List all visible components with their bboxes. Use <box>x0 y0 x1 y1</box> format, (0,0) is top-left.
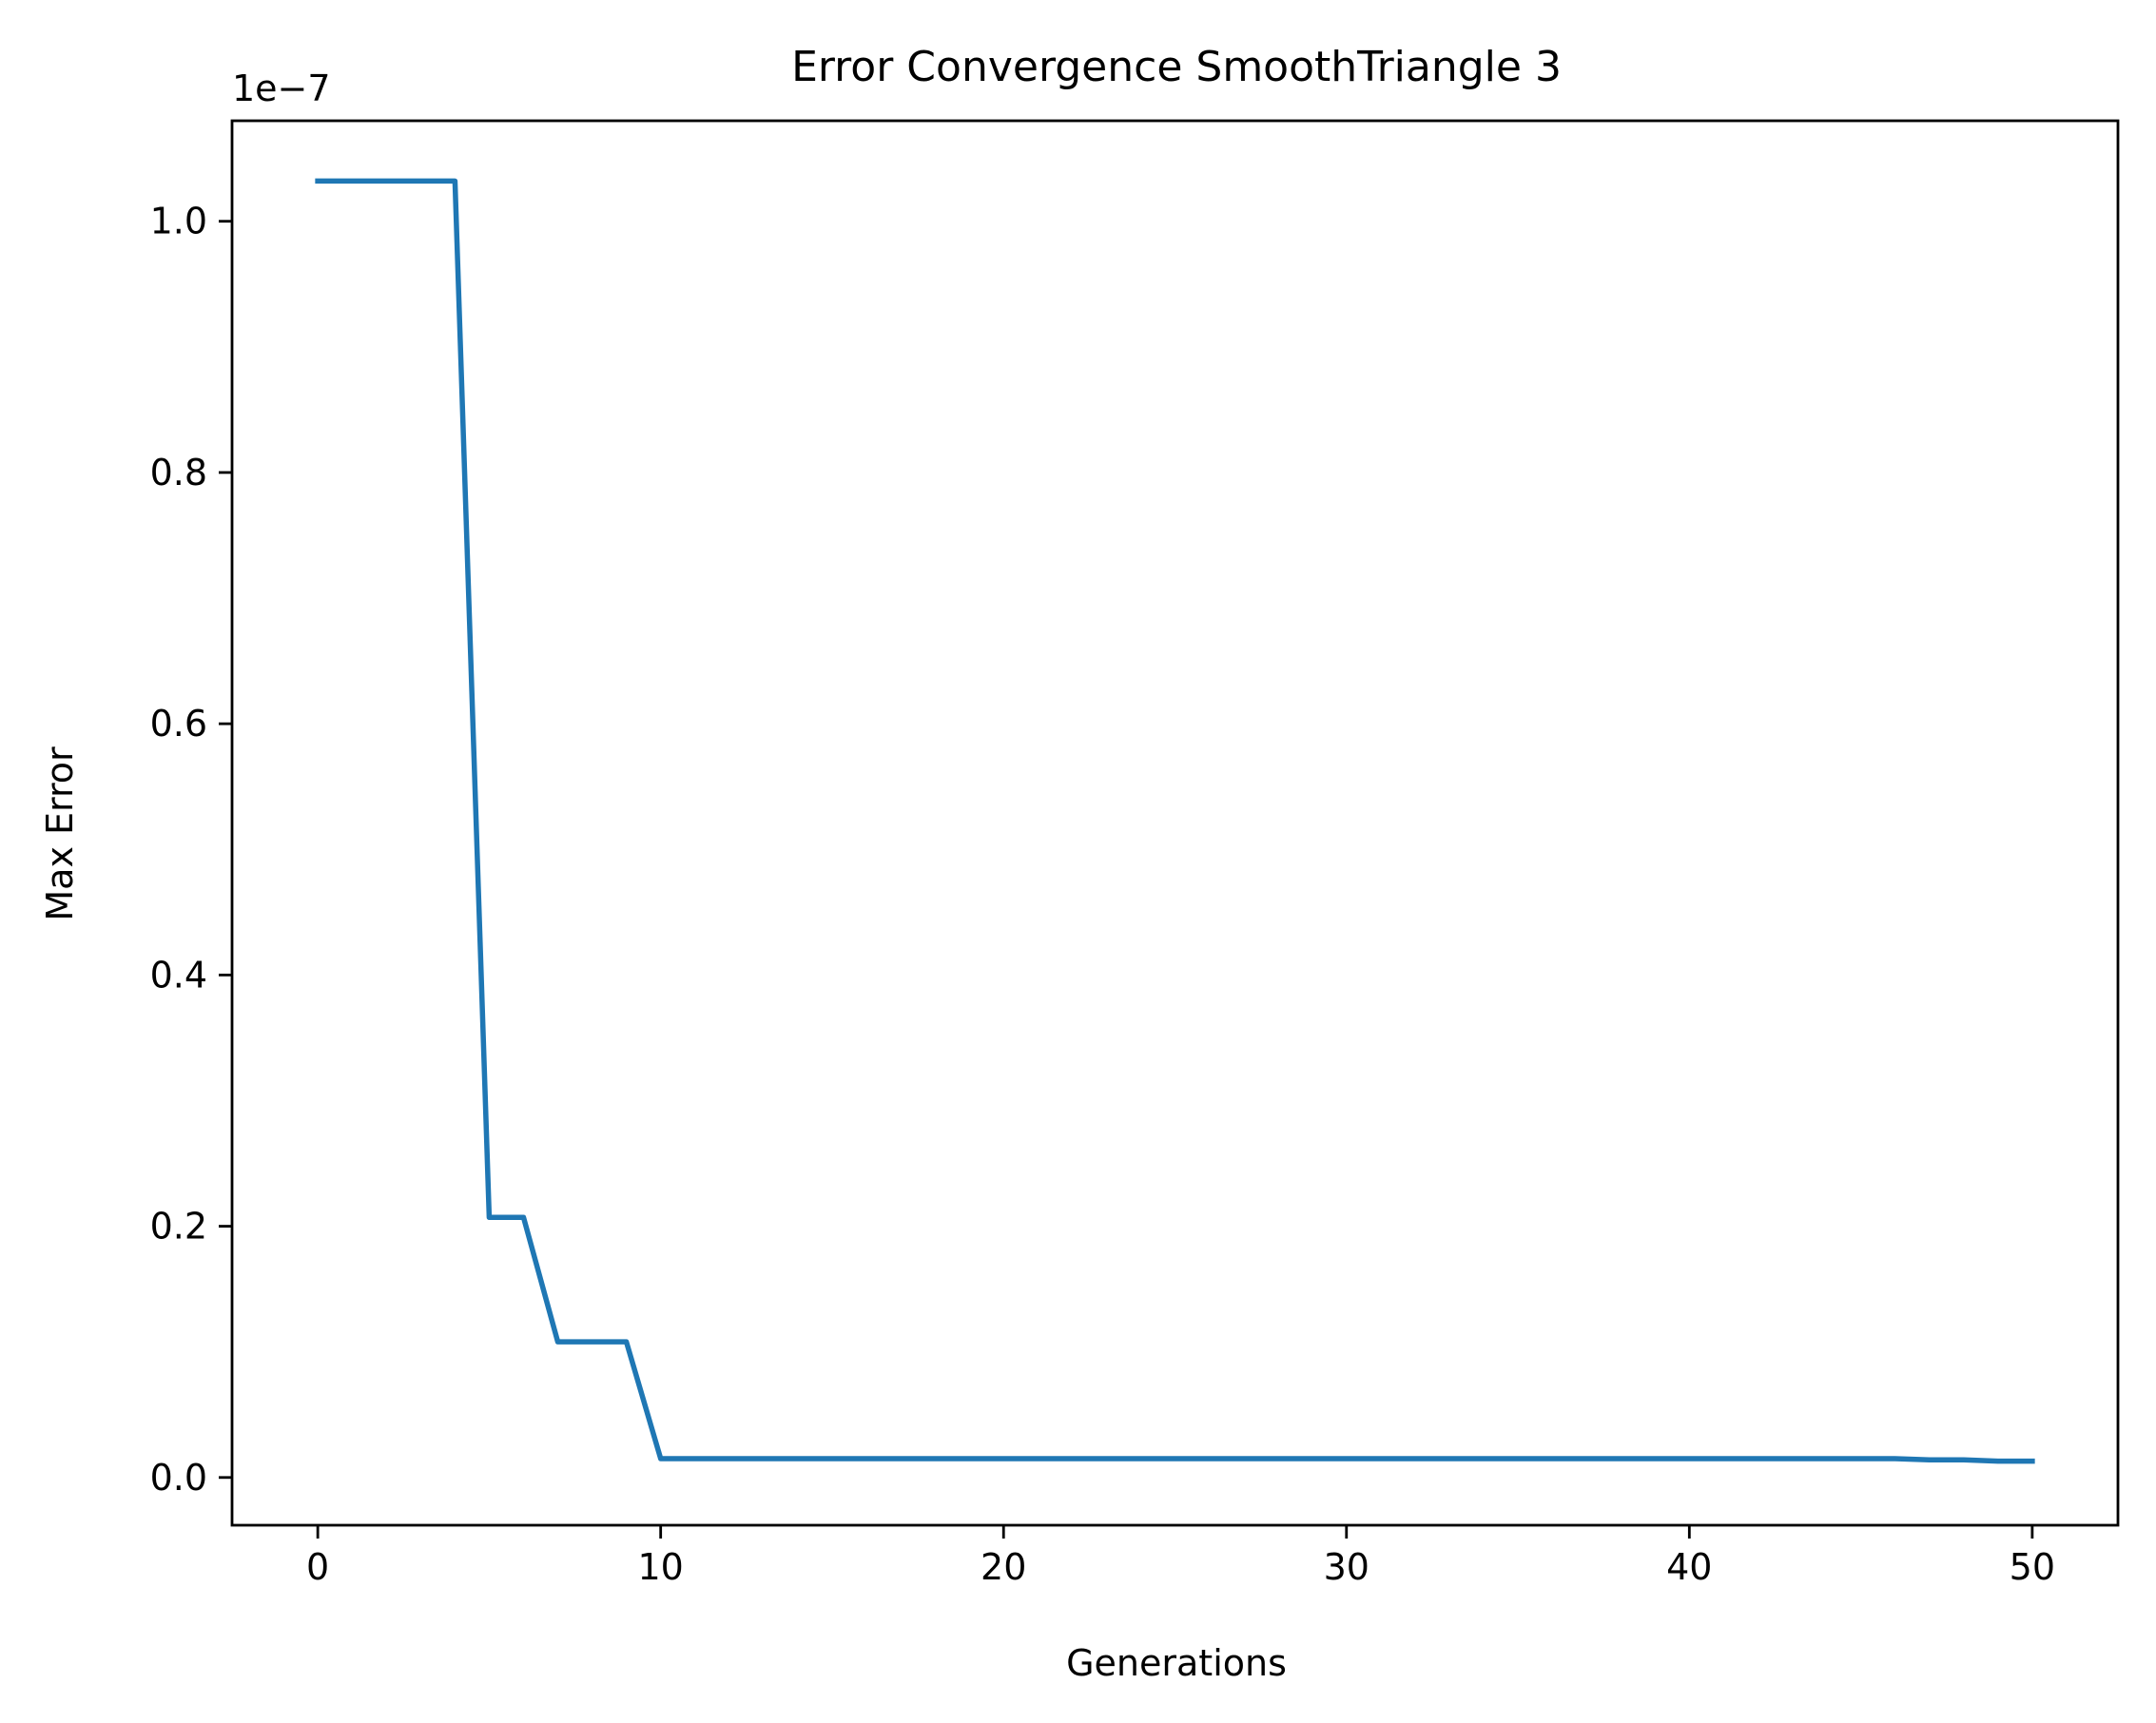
x-tick-label: 10 <box>638 1546 684 1588</box>
series-line-0 <box>315 178 2035 1464</box>
y-tick-label: 0.6 <box>150 703 207 745</box>
chart-title: Error Convergence SmoothTriangle 3 <box>791 43 1562 91</box>
x-tick-label: 50 <box>2010 1546 2055 1588</box>
x-axis-label: Generations <box>1066 1642 1287 1684</box>
y-tick-label: 1.0 <box>150 201 207 242</box>
y-tick-label: 0.0 <box>150 1457 207 1499</box>
x-tick-label: 20 <box>981 1546 1026 1588</box>
x-tick-label: 40 <box>1666 1546 1712 1588</box>
x-tick-label: 0 <box>306 1546 329 1588</box>
axes-frame <box>230 119 2120 1527</box>
plot-area: 0 10 20 30 40 50 0.0 0.2 0.4 0.6 0.8 1.0 <box>150 119 2120 1588</box>
y-tick-label: 0.4 <box>150 954 207 996</box>
y-tick-label: 0.2 <box>150 1206 207 1248</box>
y-axis-label: Max Error <box>39 746 81 921</box>
x-tick-label: 30 <box>1324 1546 1369 1588</box>
y-offset-label: 1e−7 <box>232 68 331 109</box>
y-tick-label: 0.8 <box>150 452 207 494</box>
